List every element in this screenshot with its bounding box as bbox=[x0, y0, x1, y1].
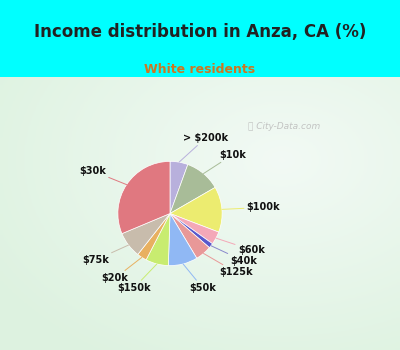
Text: White residents: White residents bbox=[144, 63, 256, 76]
Wedge shape bbox=[170, 188, 222, 232]
Wedge shape bbox=[170, 214, 209, 258]
Text: $125k: $125k bbox=[204, 253, 253, 278]
Text: $10k: $10k bbox=[204, 149, 246, 174]
Wedge shape bbox=[168, 214, 197, 266]
Text: $20k: $20k bbox=[102, 257, 142, 283]
Text: $40k: $40k bbox=[211, 246, 257, 266]
Wedge shape bbox=[170, 164, 215, 214]
Wedge shape bbox=[170, 161, 188, 214]
Wedge shape bbox=[138, 214, 170, 260]
Wedge shape bbox=[170, 214, 212, 248]
Text: $30k: $30k bbox=[79, 166, 127, 185]
Wedge shape bbox=[122, 214, 170, 254]
Wedge shape bbox=[146, 214, 170, 266]
Text: $60k: $60k bbox=[216, 238, 265, 255]
Text: $50k: $50k bbox=[183, 264, 216, 293]
Text: $75k: $75k bbox=[82, 245, 128, 265]
Wedge shape bbox=[170, 214, 219, 244]
Text: $150k: $150k bbox=[117, 264, 157, 293]
Wedge shape bbox=[118, 161, 170, 234]
Text: $100k: $100k bbox=[222, 202, 280, 212]
Text: Ⓜ City-Data.com: Ⓜ City-Data.com bbox=[248, 122, 320, 131]
Text: > $200k: > $200k bbox=[179, 133, 228, 162]
Text: Income distribution in Anza, CA (%): Income distribution in Anza, CA (%) bbox=[34, 22, 366, 41]
